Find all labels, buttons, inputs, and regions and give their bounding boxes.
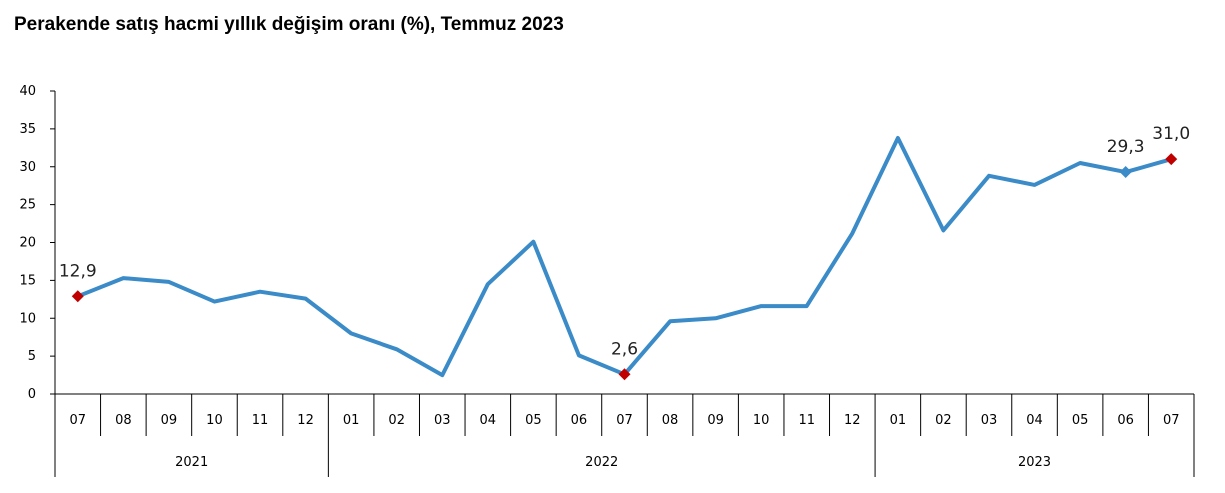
- x-tick-label: 02: [388, 413, 405, 428]
- x-tick-label: 08: [662, 413, 679, 428]
- x-tick-label: 01: [890, 413, 907, 428]
- x-tick-label: 09: [707, 413, 724, 428]
- data-point: [121, 276, 125, 280]
- data-point: [941, 228, 945, 232]
- x-tick-label: 11: [798, 413, 815, 428]
- y-tick-label: 20: [19, 236, 36, 251]
- data-point: [714, 316, 718, 320]
- x-tick-label: 03: [434, 413, 451, 428]
- x-tick-label: 08: [115, 413, 132, 428]
- x-tick-label: 05: [525, 413, 542, 428]
- data-point: [805, 304, 809, 308]
- year-label: 2022: [585, 455, 618, 470]
- year-label: 2021: [175, 455, 208, 470]
- x-tick-label: 12: [297, 413, 314, 428]
- data-point: [896, 136, 900, 140]
- highlight-marker: [618, 368, 631, 381]
- data-point: [668, 319, 672, 323]
- data-label: 12,9: [59, 261, 97, 281]
- chart-title: Perakende satış hacmi yıllık değişim ora…: [14, 14, 564, 35]
- x-tick-label: 01: [343, 413, 360, 428]
- y-tick-label: 25: [19, 198, 36, 213]
- x-tick-label: 12: [844, 413, 861, 428]
- x-tick-label: 10: [206, 413, 223, 428]
- data-point: [395, 347, 399, 351]
- highlight-marker: [71, 290, 84, 303]
- data-point: [850, 231, 854, 235]
- data-point: [212, 300, 216, 304]
- x-tick-label: 07: [616, 413, 633, 428]
- highlight-marker: [1165, 153, 1178, 166]
- y-tick-label: 5: [28, 349, 36, 364]
- data-label: 29,3: [1107, 137, 1145, 157]
- data-point: [258, 290, 262, 294]
- x-tick-label: 04: [1026, 413, 1043, 428]
- x-tick-label: 07: [1163, 413, 1180, 428]
- x-tick-label: 05: [1072, 413, 1089, 428]
- y-tick-label: 35: [19, 122, 36, 137]
- y-tick-label: 0: [28, 387, 36, 402]
- y-tick-label: 10: [19, 311, 36, 326]
- data-point: [349, 331, 353, 335]
- x-tick-label: 10: [753, 413, 770, 428]
- x-tick-label: 03: [981, 413, 998, 428]
- x-tick-label: 11: [252, 413, 269, 428]
- data-point: [531, 240, 535, 244]
- x-tick-label: 07: [70, 413, 87, 428]
- x-tick-label: 09: [161, 413, 178, 428]
- x-tick-label: 04: [480, 413, 497, 428]
- data-point: [1078, 161, 1082, 165]
- data-point: [759, 304, 763, 308]
- data-point: [440, 373, 444, 377]
- data-label: 31,0: [1152, 124, 1190, 144]
- x-tick-label: 02: [935, 413, 952, 428]
- x-tick-label: 06: [1117, 413, 1134, 428]
- x-tick-label: 06: [571, 413, 588, 428]
- data-point: [486, 282, 490, 286]
- data-point: [577, 353, 581, 357]
- year-label: 2023: [1018, 455, 1051, 470]
- y-tick-label: 30: [19, 160, 36, 175]
- highlight-marker: [1119, 166, 1132, 179]
- data-point: [1033, 183, 1037, 187]
- data-point: [167, 280, 171, 284]
- data-point: [304, 297, 308, 301]
- data-point: [987, 174, 991, 178]
- data-label: 2,6: [611, 339, 638, 359]
- y-tick-label: 15: [19, 273, 36, 288]
- y-tick-label: 40: [19, 84, 36, 99]
